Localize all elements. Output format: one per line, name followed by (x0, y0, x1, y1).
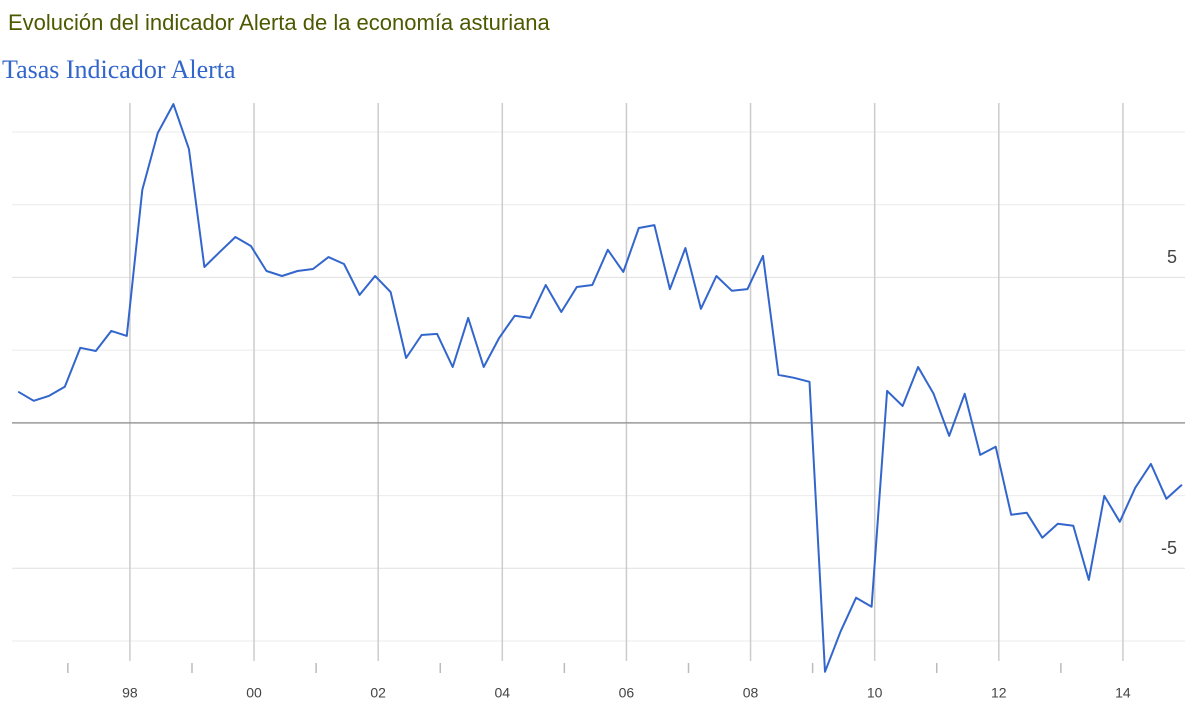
x-tick-label: 06 (619, 685, 635, 701)
x-tick-label: 12 (991, 685, 1007, 701)
data-line (17, 103, 1183, 673)
chart-subtitle: Tasas Indicador Alerta (2, 55, 236, 84)
x-tick-label: 14 (1115, 685, 1131, 701)
chart-title: Evolución del indicador Alerta de la eco… (8, 10, 551, 35)
x-tick-label: 02 (370, 685, 386, 701)
x-tick-label: 98 (122, 685, 138, 701)
y-tick-label: -5 (1161, 538, 1177, 558)
x-tick-label: 08 (743, 685, 759, 701)
y-tick-label: 5 (1167, 247, 1177, 267)
x-tick-label: 10 (867, 685, 883, 701)
x-tick-label: 00 (246, 685, 262, 701)
x-tick-label: 04 (495, 685, 511, 701)
